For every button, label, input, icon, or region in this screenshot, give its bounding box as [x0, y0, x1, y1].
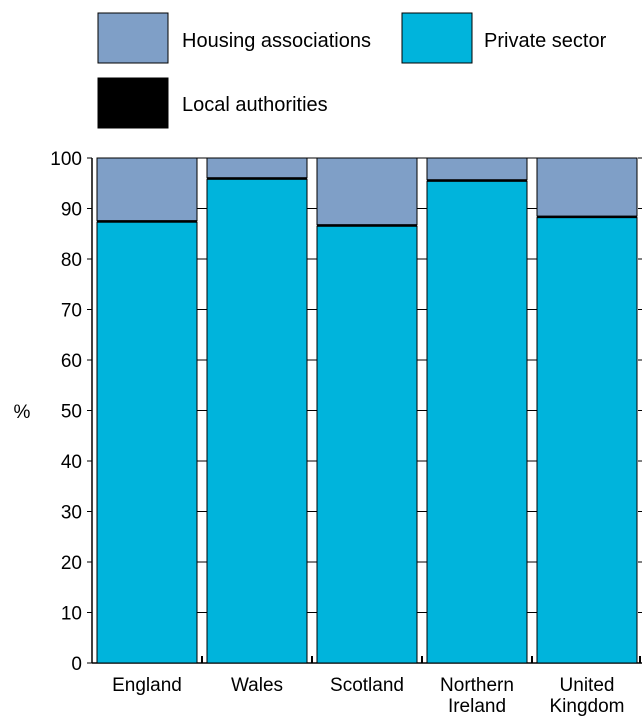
- bar-united-kingdom-local-authorities: [537, 216, 637, 219]
- y-tick-label: 40: [61, 452, 82, 473]
- y-tick-label: 90: [61, 200, 82, 221]
- bar-united-kingdom-private-sector: [536, 217, 638, 664]
- bar-wales-housing-associations: [206, 157, 308, 179]
- bar-scotland-housing-associations: [316, 157, 418, 226]
- x-category-label: Northern: [440, 675, 514, 696]
- bar-scotland-private-sector: [316, 225, 418, 664]
- bars: [96, 157, 638, 664]
- bar-england-local-authorities: [97, 220, 197, 223]
- y-tick-label: 0: [71, 654, 82, 675]
- bar-united-kingdom-housing-associations: [536, 157, 638, 217]
- y-tick-label: 60: [61, 351, 82, 372]
- bar-england-housing-associations: [96, 157, 198, 222]
- x-category-label: Wales: [231, 675, 283, 696]
- legend-swatch-housing-associations: [97, 12, 169, 64]
- bar-wales-local-authorities: [207, 177, 307, 180]
- y-tick-label: 100: [50, 149, 82, 170]
- x-category-label: Kingdom: [550, 696, 625, 717]
- y-tick-label: 10: [61, 604, 82, 625]
- x-category-label: Ireland: [448, 696, 506, 717]
- y-tick-label: 80: [61, 250, 82, 271]
- bar-england-private-sector: [96, 221, 198, 664]
- legend-label-local-authorities: Local authorities: [182, 94, 328, 116]
- bar-northern-ireland-housing-associations: [426, 157, 528, 181]
- bar-scotland-local-authorities: [317, 224, 417, 227]
- y-tick-label: 30: [61, 503, 82, 524]
- y-tick-label: 70: [61, 301, 82, 322]
- legend: Housing associations Private sector Local …: [97, 12, 607, 129]
- y-tick-label: 20: [61, 553, 82, 574]
- x-category-label: Scotland: [330, 675, 404, 696]
- legend-label-housing-associations: Housing associations: [182, 30, 371, 52]
- y-tick-label: 50: [61, 402, 82, 423]
- bar-wales-private-sector: [206, 178, 308, 664]
- x-category-label: United: [560, 675, 615, 696]
- legend-label-private-sector: Private sector: [484, 30, 607, 52]
- legend-swatch-local-authorities: [97, 77, 169, 129]
- legend-swatch-private-sector: [401, 12, 473, 64]
- x-category-label: England: [112, 675, 182, 696]
- axes: 0 10 20 30 40 50 60 70 80 90 100: [50, 149, 642, 675]
- bar-northern-ireland-local-authorities: [427, 179, 527, 182]
- bar-northern-ireland-private-sector: [426, 180, 528, 664]
- y-axis-title: %: [14, 402, 31, 423]
